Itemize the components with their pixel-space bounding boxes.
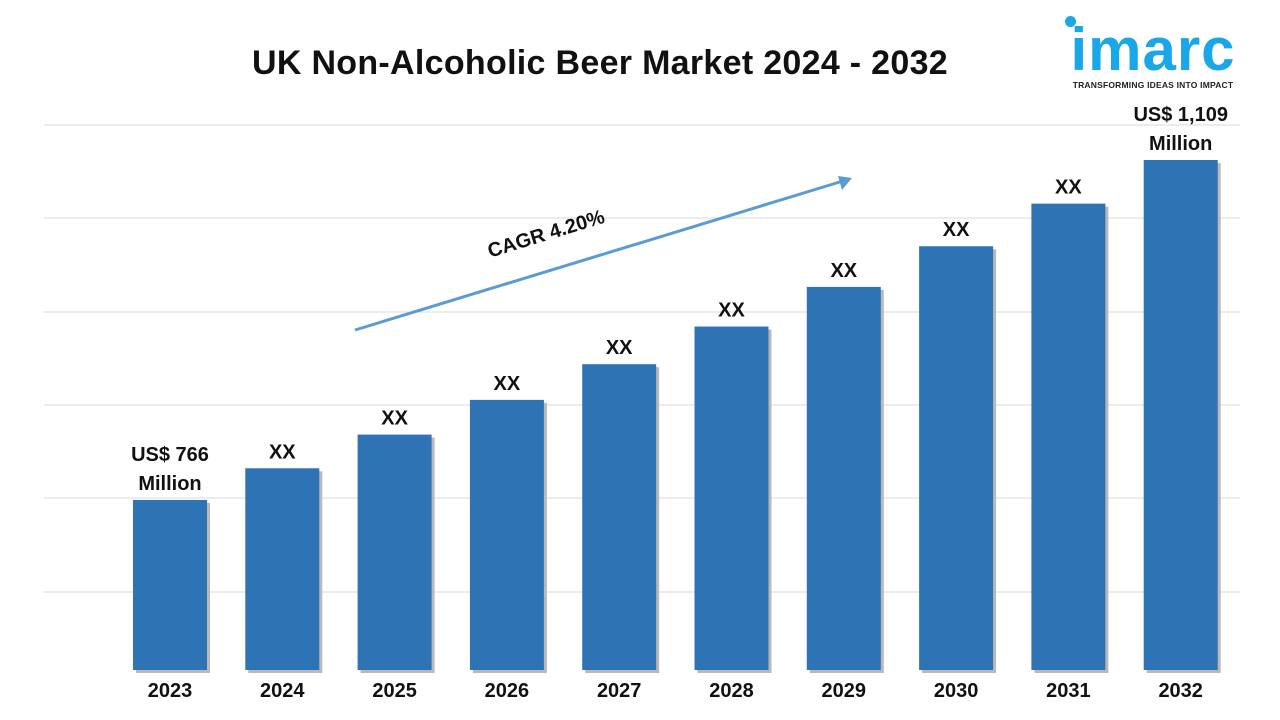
imarc-logo: imarc TRANSFORMING IDEAS INTO IMPACT <box>1062 14 1244 94</box>
bar-2027 <box>582 364 657 670</box>
x-axis-ticks: 2023 2024 2025 2026 2027 2028 2029 2030 2031 2032 <box>148 680 1203 702</box>
bar-2030 <box>919 246 994 670</box>
data-label: XX <box>943 219 970 241</box>
data-label: US$ 766 <box>131 444 209 466</box>
chart-title: UK Non-Alcoholic Beer Market 2024 - 2032 <box>251 44 949 82</box>
logo-wordmark: imarc <box>1070 16 1236 83</box>
bars <box>133 160 1221 673</box>
data-label: XX <box>381 408 408 430</box>
x-tick-label: 2025 <box>372 680 417 702</box>
x-tick-label: 2023 <box>148 680 193 702</box>
data-label: XX <box>830 260 857 282</box>
x-tick-label: 2024 <box>260 680 305 702</box>
x-tick-label: 2031 <box>1046 680 1091 702</box>
logo-tagline: TRANSFORMING IDEAS INTO IMPACT <box>1072 80 1234 90</box>
x-tick-label: 2029 <box>822 680 867 702</box>
bar-2028 <box>694 326 769 670</box>
data-label: US$ 1,109 <box>1133 104 1228 126</box>
data-label: XX <box>606 337 633 359</box>
bar-2025 <box>357 434 432 670</box>
data-labels: US$ 766 Million XX XX XX XX XX XX XX XX US$ 1,109 M… <box>131 104 1228 495</box>
data-label: XX <box>494 373 521 395</box>
bar-2031 <box>1031 203 1106 670</box>
bar-2032 <box>1143 160 1218 670</box>
data-label: Million <box>1149 133 1212 155</box>
bar-2024 <box>245 468 320 670</box>
data-label: Million <box>138 473 201 495</box>
cagr-arrow <box>354 179 844 332</box>
cagr-arrowhead-icon <box>838 176 852 190</box>
x-tick-label: 2030 <box>934 680 979 702</box>
x-tick-label: 2026 <box>485 680 530 702</box>
logo-dot-icon <box>1065 16 1076 27</box>
data-label: XX <box>1055 177 1082 199</box>
data-label: XX <box>718 300 745 322</box>
bar-2029 <box>806 286 881 670</box>
data-label: XX <box>269 441 296 463</box>
cagr-label: CAGR 4.20% <box>485 206 607 263</box>
bar-2026 <box>469 399 544 670</box>
cagr-annotation: CAGR 4.20% <box>354 176 852 332</box>
x-tick-label: 2028 <box>709 680 754 702</box>
x-tick-label: 2032 <box>1158 680 1203 702</box>
bar-2023 <box>133 500 207 670</box>
x-tick-label: 2027 <box>597 680 642 702</box>
